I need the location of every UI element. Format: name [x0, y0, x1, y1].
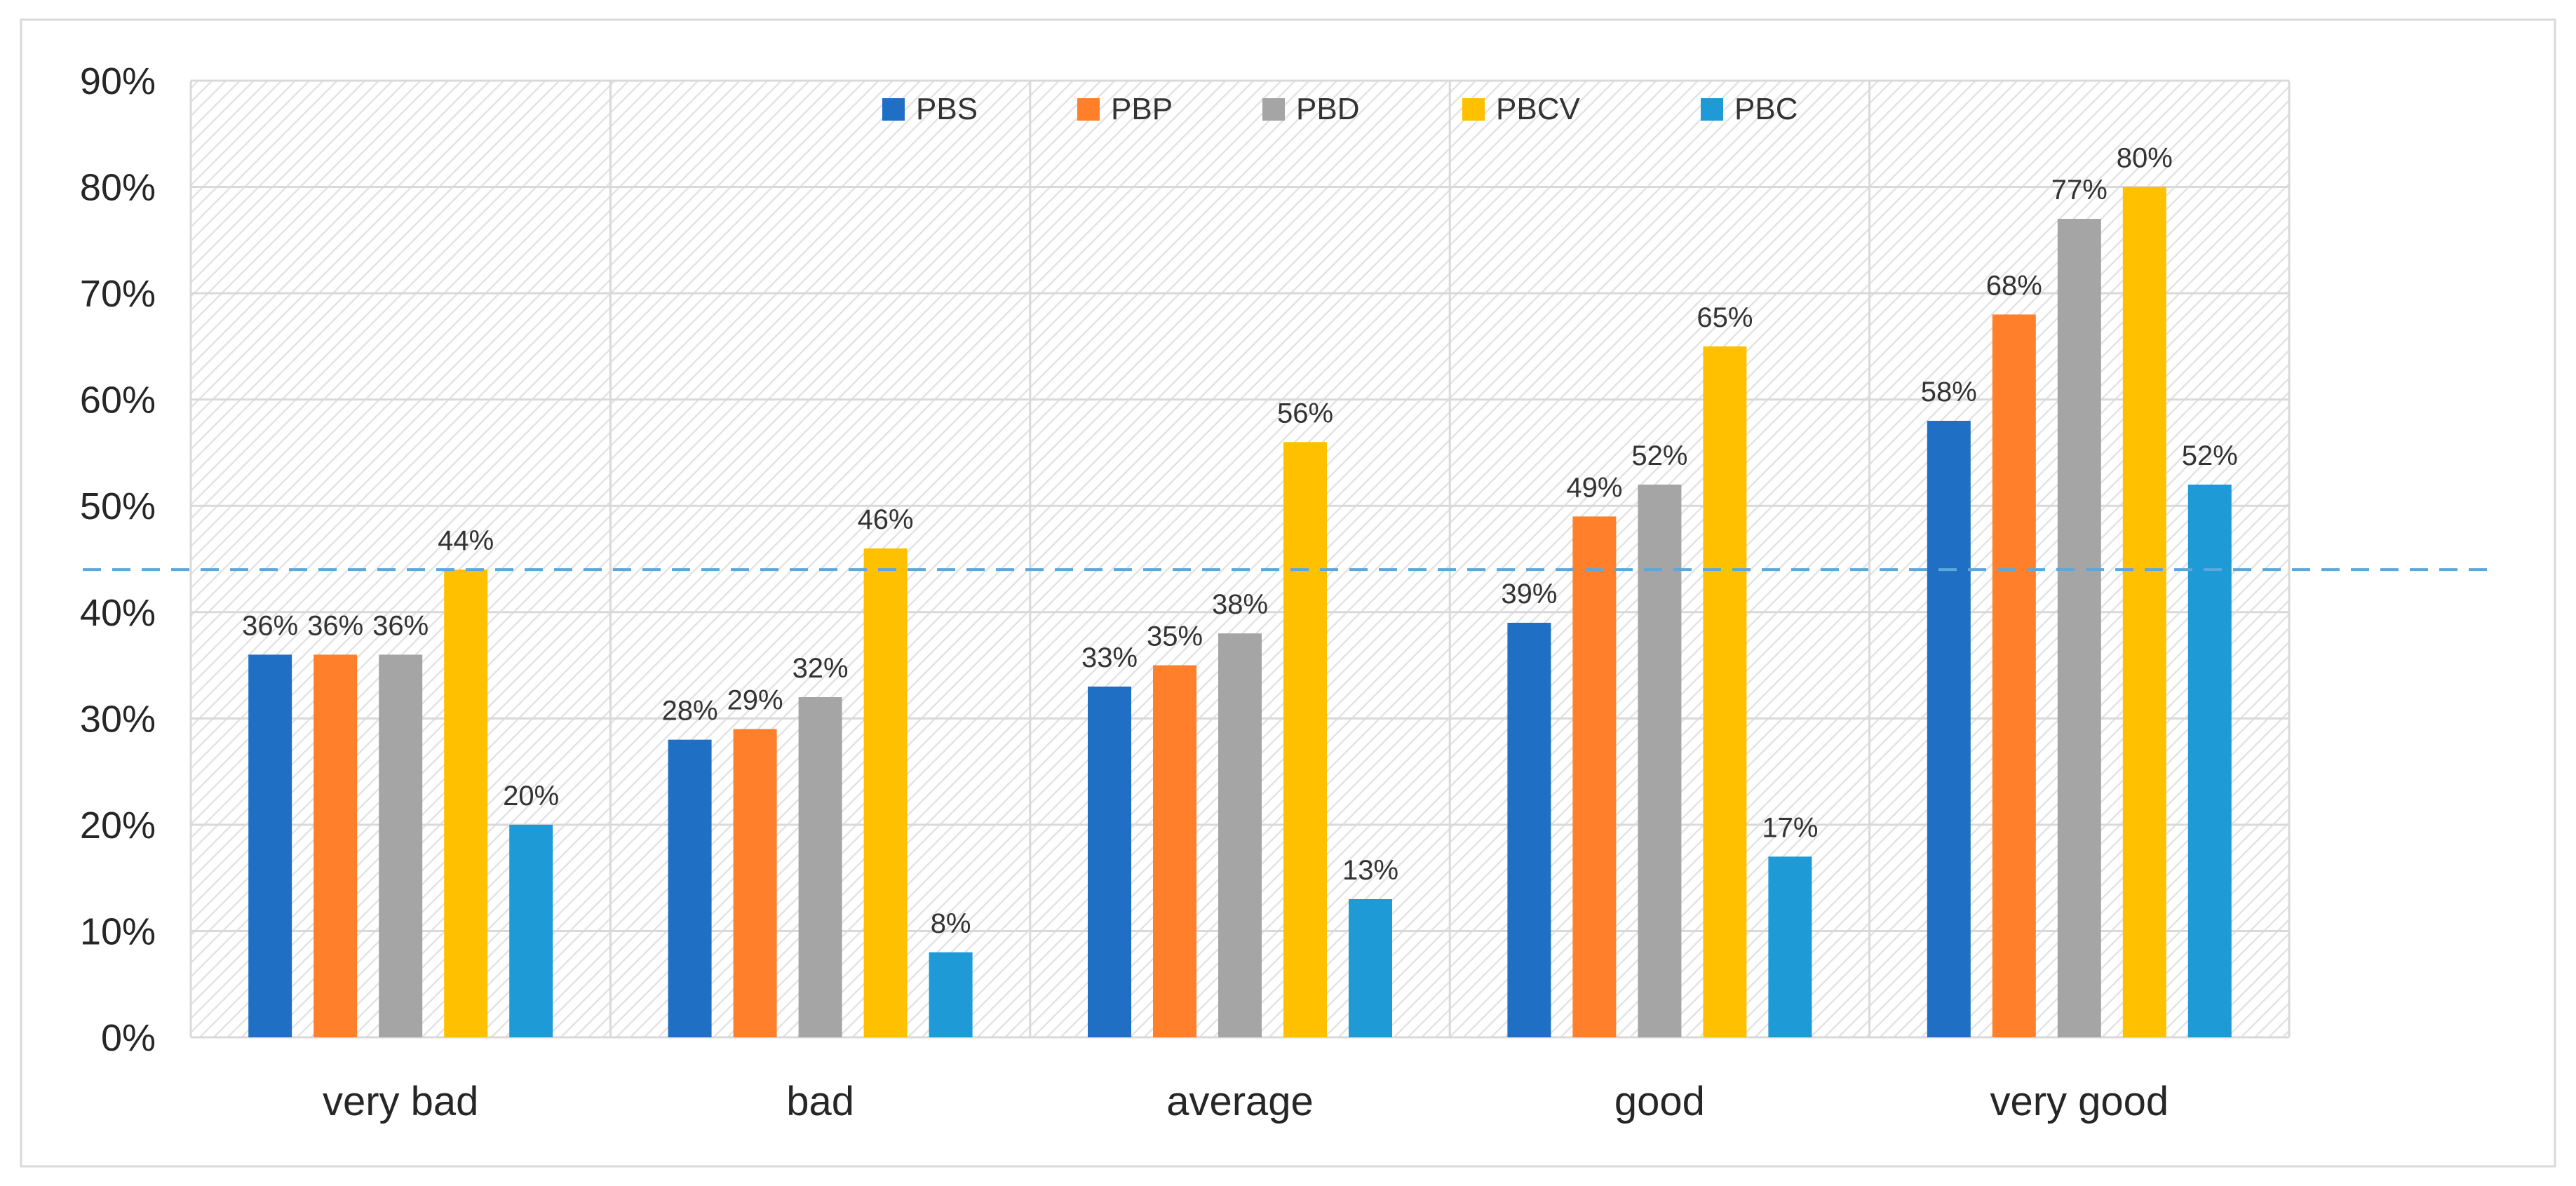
legend-swatch-pbcv — [1462, 98, 1485, 121]
category-label-2: average — [1166, 1079, 1314, 1124]
y-tick-label-0: 0% — [101, 1017, 156, 1059]
data-labels: 36% 36% 36% 44% 20% 28% 29% 32% 46% 8% 33% 35% 38% 56… — [242, 143, 2238, 939]
category-label-0: very bad — [323, 1079, 478, 1124]
y-tick-label-90: 90% — [80, 60, 156, 102]
bar-pbd-3 — [1638, 484, 1682, 1037]
bar-pbc-1 — [929, 952, 973, 1037]
bar-pbd-1 — [798, 697, 842, 1037]
y-axis: 0% 10% 20% 30% 40% 50% 60% 70% 80% 90% — [80, 60, 156, 1059]
y-tick-label-10: 10% — [80, 910, 156, 952]
data-label-pbp-2: 35% — [1147, 621, 1203, 652]
category-label-4: very good — [1990, 1079, 2169, 1124]
data-label-pbs-2: 33% — [1081, 642, 1138, 673]
bar-pbc-2 — [1349, 898, 1392, 1037]
y-tick-label-50: 50% — [80, 485, 156, 527]
data-label-pbd-1: 32% — [793, 653, 849, 684]
data-label-pbd-0: 36% — [372, 610, 429, 641]
legend-label-pbcv: PBCV — [1496, 92, 1580, 126]
bar-pbp-3 — [1572, 516, 1617, 1037]
y-tick-label-70: 70% — [80, 273, 156, 315]
data-label-pbp-1: 29% — [727, 685, 783, 715]
bar-pbc-4 — [2187, 484, 2232, 1037]
bar-pbp-0 — [313, 654, 358, 1037]
data-label-pbs-4: 58% — [1921, 377, 1977, 407]
y-tick-label-40: 40% — [80, 592, 156, 634]
bar-pbc-0 — [509, 824, 553, 1037]
legend-swatch-pbc — [1701, 98, 1723, 121]
data-label-pbs-0: 36% — [242, 610, 298, 641]
data-label-pbc-2: 13% — [1342, 855, 1398, 886]
data-label-pbd-2: 38% — [1212, 589, 1268, 620]
legend-swatch-pbp — [1077, 98, 1100, 121]
bar-pbd-0 — [379, 654, 423, 1037]
legend-label-pbd: PBD — [1296, 92, 1359, 126]
bar-pbp-2 — [1153, 665, 1196, 1037]
bar-pbd-4 — [2057, 219, 2101, 1037]
bar-pbs-4 — [1927, 420, 1971, 1037]
legend-label-pbp: PBP — [1111, 92, 1173, 126]
bars — [248, 187, 2232, 1037]
bar-pbcv-2 — [1283, 442, 1327, 1037]
data-label-pbcv-2: 56% — [1277, 398, 1333, 429]
category-label-1: bad — [786, 1079, 854, 1124]
bar-pbs-2 — [1088, 686, 1131, 1037]
data-label-pbcv-1: 46% — [858, 504, 914, 535]
data-label-pbc-4: 52% — [2182, 440, 2238, 471]
data-label-pbcv-4: 80% — [2117, 143, 2173, 174]
bar-pbc-3 — [1768, 856, 1812, 1037]
data-label-pbp-0: 36% — [307, 610, 363, 641]
bar-pbcv-3 — [1703, 346, 1747, 1037]
bar-pbp-1 — [733, 729, 777, 1037]
legend-swatch-pbd — [1262, 98, 1285, 121]
data-label-pbd-3: 52% — [1631, 440, 1687, 471]
data-label-pbp-3: 49% — [1566, 472, 1622, 503]
y-tick-label-80: 80% — [80, 167, 156, 209]
bar-pbs-0 — [248, 654, 292, 1037]
y-tick-label-60: 60% — [80, 379, 156, 422]
data-label-pbc-1: 8% — [931, 908, 971, 939]
data-label-pbs-3: 39% — [1501, 579, 1557, 609]
bar-pbp-4 — [1992, 314, 2036, 1037]
data-label-pbc-3: 17% — [1762, 812, 1818, 843]
legend-label-pbc: PBC — [1734, 92, 1798, 126]
y-tick-label-30: 30% — [80, 698, 156, 740]
legend-swatch-pbs — [882, 98, 905, 121]
bar-pbd-2 — [1218, 633, 1262, 1037]
legend-label-pbs: PBS — [916, 92, 978, 126]
bar-pbs-3 — [1507, 622, 1551, 1037]
data-label-pbd-4: 77% — [2051, 175, 2108, 205]
bar-pbs-1 — [668, 739, 712, 1037]
bar-pbcv-4 — [2122, 187, 2166, 1037]
y-tick-label-20: 20% — [80, 804, 156, 847]
legend: PBS PBP PBD PBCV PBC — [882, 92, 1798, 126]
bar-pbcv-0 — [444, 570, 488, 1037]
data-label-pbs-1: 28% — [662, 696, 718, 727]
data-label-pbc-0: 20% — [503, 781, 559, 811]
x-axis: very bad bad average good very good — [323, 1079, 2169, 1124]
data-label-pbcv-0: 44% — [438, 525, 494, 556]
bar-pbcv-1 — [863, 548, 908, 1037]
data-label-pbp-4: 68% — [1986, 270, 2042, 301]
data-label-pbcv-3: 65% — [1697, 302, 1753, 333]
category-label-3: good — [1614, 1079, 1705, 1124]
